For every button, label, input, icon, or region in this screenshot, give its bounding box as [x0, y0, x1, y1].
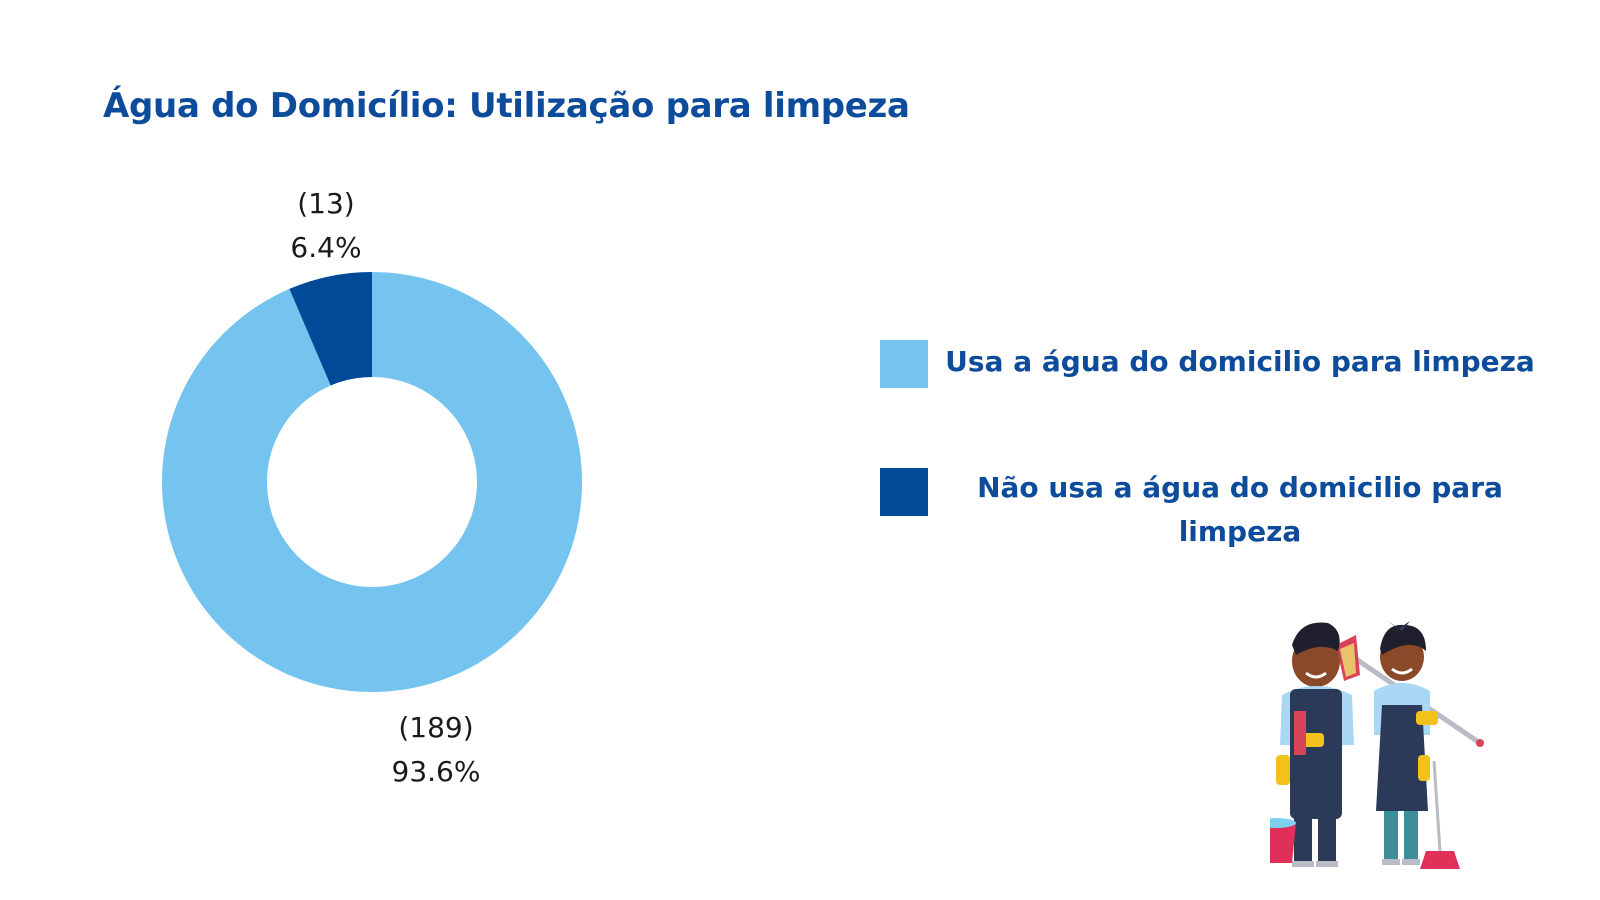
slice-percent-label: 6.4% [290, 231, 362, 264]
legend-label: Não usa a água do domicilio para limpeza [977, 471, 1503, 548]
chart-title: Água do Domicílio: Utilização para limpe… [103, 86, 910, 126]
slice-count-label: (189) [398, 711, 474, 744]
slice-count-label: (13) [297, 187, 355, 220]
slice-label-usa: (189) 93.6% [336, 706, 536, 794]
donut-slice-nao-usa [289, 272, 372, 386]
legend-swatch-nao-usa [880, 468, 928, 516]
slice-percent-label: 93.6% [391, 755, 481, 788]
donut-slice-usa [161, 272, 583, 692]
legend-label: Usa a água do domicilio para limpeza [945, 345, 1535, 378]
cleaning-workers-icon [1270, 621, 1484, 869]
slice-label-nao-usa: (13) 6.4% [226, 182, 426, 270]
legend-swatch-usa [880, 340, 928, 388]
